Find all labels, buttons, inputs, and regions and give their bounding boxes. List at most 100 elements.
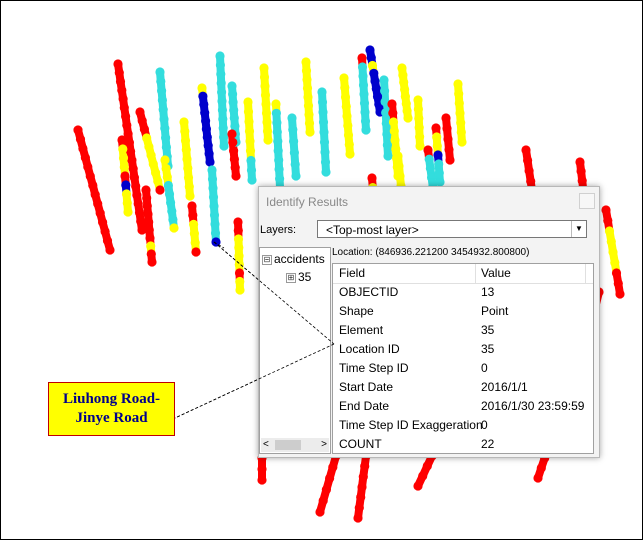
cube-bin <box>302 83 313 93</box>
collapse-icon[interactable]: ⊟ <box>262 254 272 265</box>
cube-bin <box>115 76 126 87</box>
cube-bin <box>243 107 254 117</box>
cube-bin <box>235 285 245 295</box>
callout-text: Liuhong Road- Jinye Road <box>62 391 161 426</box>
cube-bin <box>301 66 312 76</box>
cube-bin <box>208 183 218 193</box>
cube-bin <box>604 226 615 236</box>
location-readout: Location: (846936.221200 3454932.800800) <box>332 247 530 258</box>
tree-node-label: 35 <box>298 270 312 284</box>
cube-bin <box>218 123 228 133</box>
cube-bin <box>122 198 132 208</box>
table-row[interactable]: Time Step ID 0 <box>333 359 593 378</box>
chevron-down-icon[interactable]: ▼ <box>571 221 586 237</box>
table-row[interactable]: End Date 2016/1/30 23:59:59 <box>333 397 593 416</box>
cube-bin <box>274 164 284 174</box>
field-name: Start Date <box>339 380 394 394</box>
cube-bin <box>146 150 156 160</box>
cube-bin <box>135 107 145 117</box>
column-header-field[interactable]: Field <box>339 266 366 280</box>
results-tree[interactable]: ⊟ accidents ⊞ 35 < > <box>259 247 331 454</box>
cube-bin <box>317 87 327 97</box>
identify-results-dialog[interactable]: Identify Results Layers: <Top-most layer… <box>258 186 600 458</box>
table-row[interactable]: Element 35 <box>333 321 593 340</box>
cube-bin <box>80 153 90 163</box>
cube-bin <box>536 463 546 473</box>
cube-bin <box>137 225 147 235</box>
cube-bin <box>353 513 363 523</box>
expand-icon[interactable]: ⊞ <box>286 272 296 283</box>
cube-bin <box>189 219 199 229</box>
cube-bin <box>432 132 442 142</box>
chevron-right-icon[interactable]: > <box>321 439 327 450</box>
cube-bin <box>179 117 189 127</box>
cube-bin <box>127 155 137 165</box>
cube-bin <box>123 207 133 217</box>
cube-bin <box>153 176 163 186</box>
cube-bin <box>402 106 412 116</box>
cube-bin <box>144 142 154 152</box>
cube-bin <box>209 201 219 211</box>
tree-node-35[interactable]: ⊞ 35 <box>286 270 311 284</box>
chevron-left-icon[interactable]: < <box>263 439 269 450</box>
cube-bin <box>217 105 227 115</box>
table-row[interactable]: Time Step ID Exaggeration 0 <box>333 416 593 435</box>
layers-dropdown[interactable]: <Top-most layer> ▼ <box>317 220 587 238</box>
cube-bin <box>162 172 172 182</box>
cube-bin <box>183 163 193 173</box>
cube-bin <box>601 205 611 215</box>
cube-bin <box>129 173 139 183</box>
cube-bin <box>217 96 227 106</box>
cube-bin <box>229 113 239 123</box>
cube-bin <box>320 157 331 167</box>
cube-bin <box>155 185 165 195</box>
table-row[interactable]: Shape Point <box>333 302 593 321</box>
field-name: OBJECTID <box>339 285 399 299</box>
cube-bin <box>359 89 369 99</box>
cube-bin <box>456 127 466 137</box>
cube-bin <box>243 97 253 107</box>
cube-bin <box>228 137 238 147</box>
cube-bin <box>155 67 165 77</box>
cube-bin <box>119 103 129 113</box>
cube-bin <box>423 145 433 155</box>
cube-bin <box>219 141 229 151</box>
table-row[interactable]: OBJECTID 13 <box>333 283 593 302</box>
cube-bin <box>131 181 141 191</box>
cube-bin <box>181 145 191 155</box>
table-row[interactable]: COUNT 22 <box>333 435 593 453</box>
cube-bin <box>183 172 194 183</box>
field-name: COUNT <box>339 437 382 451</box>
table-row[interactable]: Location ID 35 <box>333 340 593 359</box>
cube-bin <box>273 146 283 156</box>
cube-bin <box>370 76 380 86</box>
cube-bin <box>245 146 256 156</box>
cube-bin <box>606 236 616 247</box>
cube-bin <box>200 108 210 118</box>
cube-bin <box>611 268 622 278</box>
tree-horizontal-scrollbar[interactable]: < > <box>261 438 329 452</box>
cube-bin <box>235 276 245 287</box>
cube-bin <box>259 72 270 82</box>
cube-bin <box>144 217 154 227</box>
cube-bin <box>234 259 244 270</box>
close-button[interactable] <box>579 193 595 209</box>
cube-bin <box>401 99 411 109</box>
cube-bin <box>261 108 272 118</box>
cube-bin <box>245 136 255 146</box>
cube-bin <box>345 149 355 159</box>
cube-bin <box>603 215 613 226</box>
field-value: 35 <box>481 342 495 356</box>
cube-bin <box>608 247 618 257</box>
cube-bin <box>613 278 623 289</box>
cube-bin <box>357 482 367 492</box>
cube-bin <box>189 229 199 239</box>
cube-bin <box>142 193 152 203</box>
column-header-value[interactable]: Value <box>481 266 511 280</box>
scrollbar-thumb[interactable] <box>275 440 301 450</box>
tree-node-accidents[interactable]: ⊟ accidents <box>262 252 325 266</box>
cube-bin <box>367 173 377 183</box>
cube-bin <box>360 116 371 126</box>
cube-bin <box>380 86 390 96</box>
table-row[interactable]: Start Date 2016/1/1 <box>333 378 593 397</box>
